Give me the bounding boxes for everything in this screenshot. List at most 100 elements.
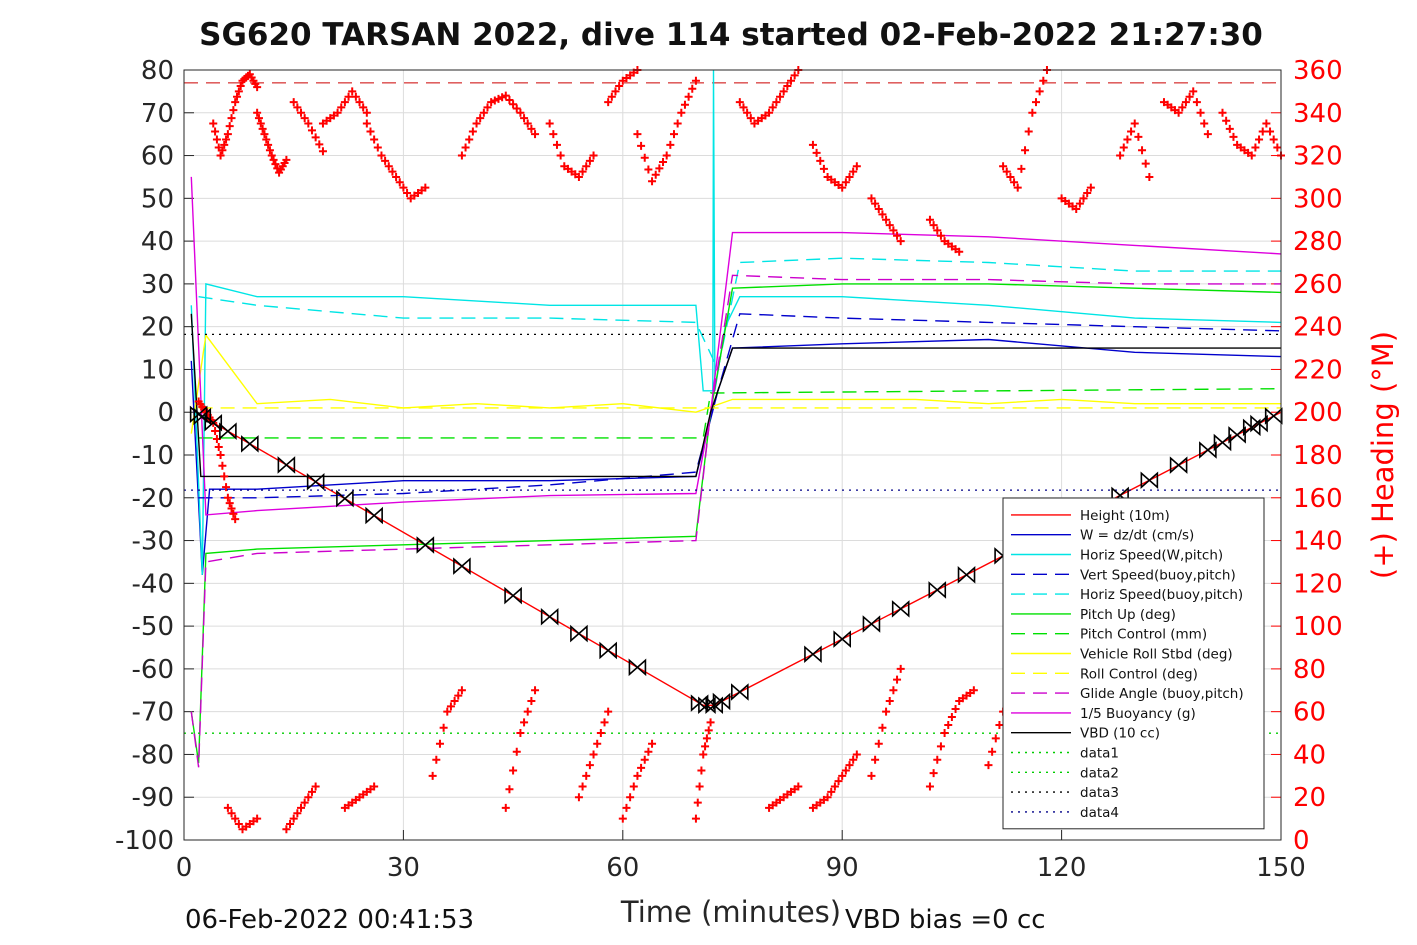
y-right-tick-label: 20 xyxy=(1293,783,1326,813)
heading-point xyxy=(691,76,700,85)
heading-point xyxy=(882,215,891,224)
heading-point xyxy=(574,793,583,802)
heading-point xyxy=(790,71,799,80)
heading-point xyxy=(816,156,825,165)
heading-point xyxy=(231,814,240,823)
vbd-marker xyxy=(540,607,559,626)
heading-point xyxy=(311,133,320,142)
series-line-11 xyxy=(190,313,1281,478)
heading-point xyxy=(925,782,934,791)
heading-point xyxy=(808,140,817,149)
heading-point xyxy=(315,140,324,149)
heading-point xyxy=(585,156,594,165)
heading-point xyxy=(1032,98,1040,107)
y-right-tick-label: 280 xyxy=(1293,227,1343,257)
heading-point xyxy=(531,130,540,139)
heading-point xyxy=(381,156,390,165)
vbd-marker xyxy=(1264,407,1283,425)
heading-point xyxy=(523,119,532,128)
y-right-tick-label: 180 xyxy=(1293,441,1343,471)
heading-point xyxy=(1086,183,1095,192)
heading-point xyxy=(819,164,828,173)
heading-point xyxy=(523,707,532,716)
heading-point xyxy=(348,87,357,96)
heading-point xyxy=(289,98,298,107)
x-axis-label: Time (minutes) xyxy=(620,895,841,929)
y-right-tick-label: 100 xyxy=(1293,612,1343,642)
heading-point xyxy=(223,493,232,502)
legend-label: VBD (10 cc) xyxy=(1080,726,1160,742)
heading-point xyxy=(468,127,477,136)
vbd-marker xyxy=(891,600,910,618)
legend-label: Glide Angle (buoy,pitch) xyxy=(1080,686,1244,702)
heading-point xyxy=(222,483,231,492)
heading-point xyxy=(355,98,364,107)
heading-point xyxy=(841,766,850,775)
y-right-tick-label: 240 xyxy=(1293,313,1343,343)
heading-point xyxy=(1247,151,1256,160)
y-right-tick-label: 320 xyxy=(1293,142,1343,172)
heading-point xyxy=(991,734,1000,743)
heading-point xyxy=(450,696,459,705)
y-left-tick-label: -70 xyxy=(132,698,174,728)
heading-point xyxy=(1174,108,1183,117)
heading-point xyxy=(889,686,898,695)
y-right-tick-label: 260 xyxy=(1293,270,1343,300)
heading-point xyxy=(483,103,492,112)
vbd-marker xyxy=(570,624,588,643)
heading-point xyxy=(936,742,945,751)
heading-point xyxy=(1203,130,1212,139)
heading-point xyxy=(1035,87,1044,96)
heading-point xyxy=(443,707,452,716)
y-right-tick-label: 340 xyxy=(1293,99,1343,129)
vbd-marker xyxy=(365,506,383,525)
y-left-tick-label: 50 xyxy=(141,184,174,214)
vbd-marker xyxy=(804,645,822,663)
vbd-marker xyxy=(928,581,947,599)
vbd-marker xyxy=(336,489,354,508)
heading-point xyxy=(735,98,744,107)
vbd-marker xyxy=(862,615,881,633)
heading-point xyxy=(211,426,220,435)
heading-point xyxy=(995,721,1004,730)
heading-point xyxy=(304,793,313,802)
heading-point xyxy=(699,750,708,759)
heading-point xyxy=(838,771,847,780)
heading-point xyxy=(933,226,942,235)
heading-point xyxy=(701,742,710,751)
heading-point xyxy=(311,782,320,791)
heading-point xyxy=(669,130,678,139)
heading-point xyxy=(392,172,401,181)
legend-label: data2 xyxy=(1080,765,1119,781)
heading-point xyxy=(893,675,902,684)
heading-point xyxy=(691,814,700,823)
legend-label: data4 xyxy=(1080,805,1119,821)
heading-point xyxy=(794,782,803,791)
heading-point xyxy=(585,761,594,770)
x-tick-label: 120 xyxy=(1037,853,1087,883)
heading-point xyxy=(307,126,316,135)
y-left-tick-label: 40 xyxy=(141,227,174,257)
y-left-tick-label: 0 xyxy=(157,398,174,428)
heading-point xyxy=(211,127,220,136)
legend: Height (10m) W = dz/dt (cm/s) Horiz Speed(… xyxy=(1002,497,1265,830)
heading-point xyxy=(527,124,536,133)
heading-point xyxy=(370,135,379,144)
heading-point xyxy=(1006,172,1015,181)
heading-point xyxy=(704,726,713,735)
y-right-tick-label: 80 xyxy=(1293,655,1326,685)
heading-point xyxy=(838,183,847,192)
legend-label: Pitch Control (mm) xyxy=(1080,627,1207,643)
right-axis-label: (+) Heading (°M) xyxy=(1366,331,1400,579)
heading-point xyxy=(222,135,231,144)
heading-point xyxy=(362,108,371,117)
vbd-marker xyxy=(204,413,223,432)
heading-point xyxy=(947,713,956,722)
heading-point xyxy=(220,140,229,149)
vbd-marker xyxy=(833,630,851,648)
heading-point xyxy=(351,92,360,101)
y-left-tick-label: -50 xyxy=(132,612,174,642)
heading-point xyxy=(988,747,997,756)
heading-point xyxy=(1127,127,1136,136)
heading-point xyxy=(637,141,646,150)
